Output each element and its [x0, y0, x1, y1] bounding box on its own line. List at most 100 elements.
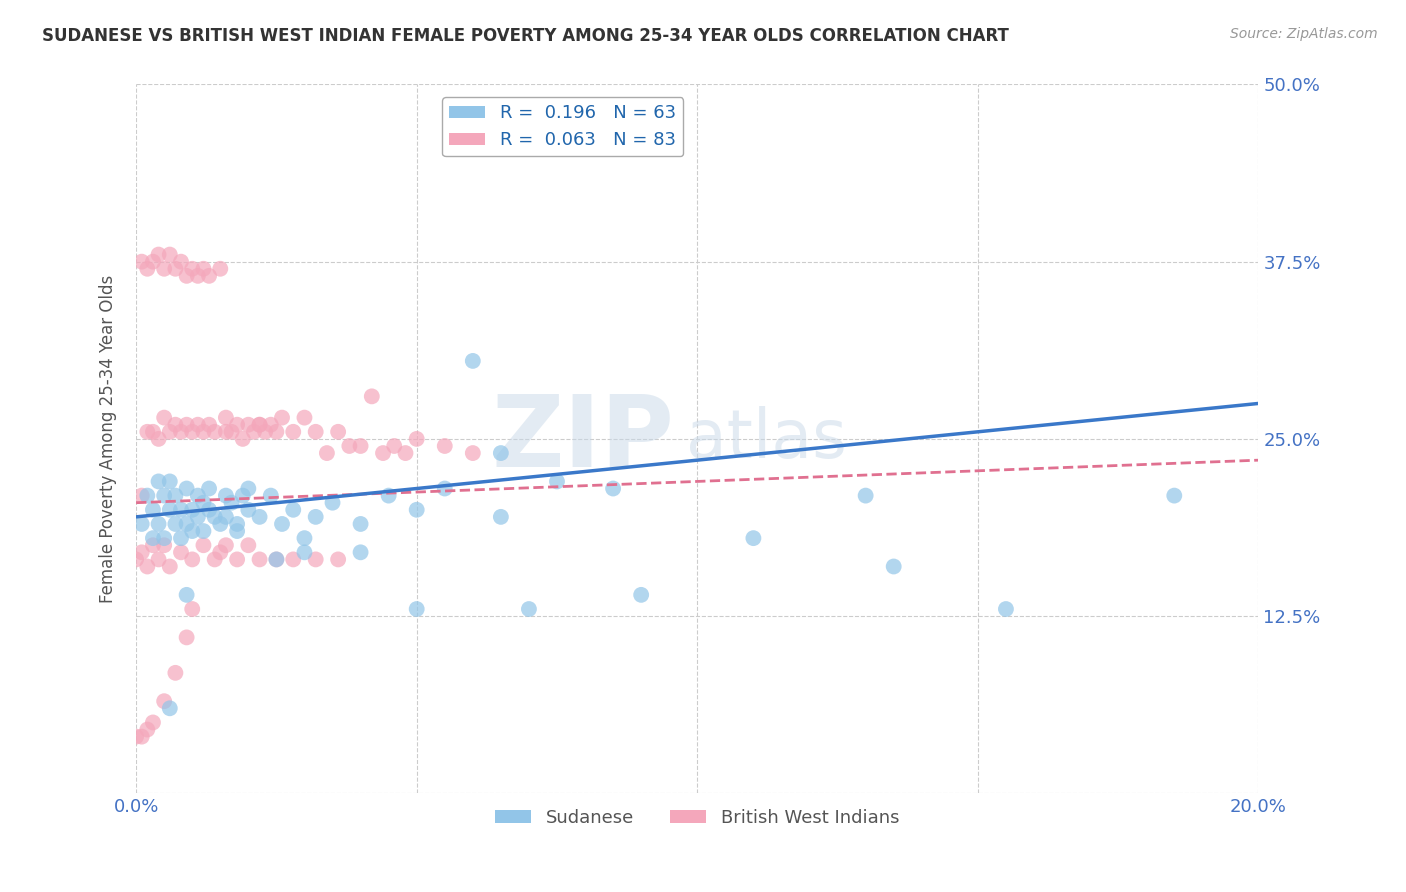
- Point: [148, 247, 170, 261]
- Point: [266, 425, 288, 439]
- Point: [142, 715, 165, 730]
- Point: [142, 503, 165, 517]
- Point: [232, 489, 254, 503]
- Point: [349, 439, 371, 453]
- Point: [142, 425, 165, 439]
- Point: [181, 503, 204, 517]
- Point: [148, 552, 170, 566]
- Point: [148, 516, 170, 531]
- Point: [305, 425, 328, 439]
- Point: [226, 516, 249, 531]
- Point: [176, 417, 198, 432]
- Point: [148, 475, 170, 489]
- Point: [153, 261, 176, 276]
- Point: [294, 410, 316, 425]
- Point: [238, 417, 260, 432]
- Point: [153, 410, 176, 425]
- Point: [187, 509, 209, 524]
- Point: [232, 432, 254, 446]
- Point: [125, 552, 148, 566]
- Point: [215, 509, 238, 524]
- Point: [176, 268, 198, 283]
- Point: [382, 439, 405, 453]
- Point: [249, 417, 271, 432]
- Point: [209, 261, 232, 276]
- Point: [176, 631, 198, 645]
- Point: [170, 254, 193, 268]
- Point: [238, 503, 260, 517]
- Point: [142, 538, 165, 552]
- Point: [630, 588, 652, 602]
- Point: [193, 425, 215, 439]
- Point: [170, 545, 193, 559]
- Point: [198, 417, 221, 432]
- Point: [883, 559, 905, 574]
- Point: [136, 425, 159, 439]
- Point: [153, 531, 176, 545]
- Point: [165, 489, 187, 503]
- Point: [377, 489, 399, 503]
- Point: [326, 425, 349, 439]
- Point: [337, 439, 360, 453]
- Point: [742, 531, 765, 545]
- Point: [136, 723, 159, 737]
- Point: [165, 417, 187, 432]
- Point: [131, 489, 153, 503]
- Point: [198, 503, 221, 517]
- Point: [215, 410, 238, 425]
- Point: [271, 410, 294, 425]
- Point: [198, 268, 221, 283]
- Point: [181, 425, 204, 439]
- Point: [142, 254, 165, 268]
- Point: [176, 516, 198, 531]
- Point: [153, 694, 176, 708]
- Point: [209, 545, 232, 559]
- Point: [165, 261, 187, 276]
- Point: [266, 552, 288, 566]
- Text: ZIP: ZIP: [492, 391, 675, 487]
- Point: [159, 247, 181, 261]
- Point: [170, 503, 193, 517]
- Point: [517, 602, 540, 616]
- Point: [394, 446, 416, 460]
- Point: [266, 552, 288, 566]
- Point: [254, 425, 277, 439]
- Point: [221, 425, 243, 439]
- Point: [187, 417, 209, 432]
- Point: [193, 538, 215, 552]
- Point: [170, 425, 193, 439]
- Point: [305, 509, 328, 524]
- Point: [153, 489, 176, 503]
- Point: [170, 531, 193, 545]
- Point: [238, 538, 260, 552]
- Point: [131, 516, 153, 531]
- Point: [249, 509, 271, 524]
- Point: [1163, 489, 1185, 503]
- Point: [349, 516, 371, 531]
- Point: [165, 665, 187, 680]
- Point: [176, 588, 198, 602]
- Point: [181, 552, 204, 566]
- Point: [283, 503, 305, 517]
- Point: [215, 425, 238, 439]
- Point: [294, 531, 316, 545]
- Point: [193, 524, 215, 538]
- Point: [159, 475, 181, 489]
- Point: [159, 559, 181, 574]
- Point: [994, 602, 1017, 616]
- Point: [187, 268, 209, 283]
- Point: [125, 730, 148, 744]
- Point: [371, 446, 394, 460]
- Point: [349, 545, 371, 559]
- Point: [405, 503, 427, 517]
- Point: [226, 524, 249, 538]
- Point: [260, 489, 283, 503]
- Point: [855, 489, 877, 503]
- Legend: Sudanese, British West Indians: Sudanese, British West Indians: [488, 802, 907, 834]
- Point: [433, 482, 456, 496]
- Point: [215, 489, 238, 503]
- Point: [243, 425, 266, 439]
- Point: [226, 552, 249, 566]
- Point: [305, 552, 328, 566]
- Point: [204, 509, 226, 524]
